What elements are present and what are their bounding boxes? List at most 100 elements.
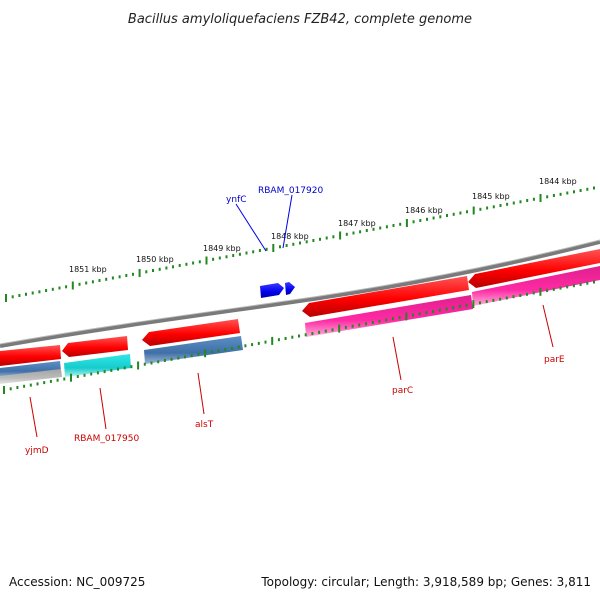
cds-parC[interactable]: [302, 276, 469, 317]
genome-backbone: [0, 240, 600, 348]
gene-yjmD-grey[interactable]: [0, 369, 62, 384]
inner-tick: [63, 377, 66, 381]
outer-tick: [499, 204, 502, 207]
inner-tick: [251, 343, 254, 347]
outer-tick: [539, 194, 542, 202]
inner-tick: [344, 325, 347, 329]
outer-tick: [272, 244, 275, 252]
gene-label-yjmD: yjmD: [25, 446, 49, 456]
gene-alsT[interactable]: [144, 336, 243, 364]
outer-tick: [579, 189, 582, 192]
outer-tick: [405, 219, 408, 227]
inner-tick: [49, 379, 52, 383]
inner-tick: [170, 357, 173, 361]
gene-RBAM_017950[interactable]: [64, 354, 131, 377]
inner-tick: [298, 334, 300, 338]
inner-tick: [385, 318, 388, 322]
inner-tick: [150, 361, 153, 365]
outer-position-ticks: [5, 186, 595, 302]
outer-tick: [365, 229, 368, 232]
outer-tick: [11, 295, 14, 299]
inner-tick: [324, 329, 327, 333]
cds-alsT[interactable]: [142, 319, 240, 346]
inner-tick: [237, 345, 240, 349]
inner-tick: [526, 292, 528, 296]
outer-tick: [38, 290, 41, 294]
gene-label-RBAM_017950: RBAM_017950: [74, 434, 139, 444]
inner-tick: [224, 348, 227, 351]
cds-parE[interactable]: [468, 249, 600, 288]
kbp-label-1846: 1846 kbp: [405, 206, 443, 215]
inner-tick: [552, 287, 555, 291]
inner-tick: [505, 296, 508, 300]
gene-parC[interactable]: [305, 295, 473, 337]
outer-tick: [285, 244, 288, 247]
outer-tick: [178, 264, 181, 267]
outer-tick: [105, 277, 108, 281]
outer-tick: [352, 231, 355, 235]
inner-tick: [358, 323, 361, 327]
inner-tick: [143, 362, 146, 366]
outer-tick: [192, 261, 195, 265]
inner-tick: [391, 317, 394, 321]
reverse-strand-genes: [0, 266, 600, 384]
inner-tick: [244, 344, 247, 348]
inner-tick: [331, 328, 334, 332]
inner-tick: [271, 336, 274, 345]
inner-tick: [472, 300, 475, 309]
outer-tick: [566, 191, 569, 195]
inner-tick: [36, 382, 39, 386]
outer-tick: [185, 262, 188, 266]
outer-tick: [552, 194, 555, 197]
map-title: Bacillus amyloliquefaciens FZB42, comple…: [128, 12, 472, 27]
inner-tick: [163, 359, 166, 362]
inner-tick: [532, 291, 535, 295]
kbp-label-1844: 1844 kbp: [539, 177, 577, 186]
outer-tick: [412, 220, 415, 224]
forward-strand-genes: ynfC RBAM_017920: [226, 186, 323, 298]
inner-tick: [445, 307, 448, 311]
inner-tick: [418, 312, 421, 316]
outer-tick: [58, 286, 61, 290]
inner-tick: [539, 287, 542, 296]
gene-ynfC[interactable]: [260, 283, 284, 298]
outer-tick: [292, 242, 295, 246]
outer-tick: [258, 249, 261, 252]
inner-tick: [512, 295, 515, 299]
outer-tick: [479, 207, 482, 211]
outer-tick: [385, 225, 388, 229]
inner-tick: [425, 311, 428, 315]
outer-tick: [492, 205, 495, 209]
inner-tick: [16, 386, 19, 389]
inner-tick: [96, 371, 99, 375]
outer-tick: [18, 294, 21, 297]
outer-tick: [118, 275, 121, 279]
inner-tick: [29, 383, 32, 387]
inner-tick: [56, 378, 59, 382]
gene-parE[interactable]: [472, 266, 600, 306]
inner-tick: [130, 365, 133, 369]
RBAM_017920-leader-line: [282, 194, 293, 249]
outer-tick: [399, 222, 402, 226]
inner-tick: [103, 370, 106, 374]
kbp-label-1851: 1851 kbp: [69, 265, 107, 274]
outer-tick: [252, 250, 255, 254]
inner-tick: [117, 367, 119, 371]
inner-tick: [593, 280, 595, 284]
outer-tick: [145, 270, 148, 274]
kbp-label-1848: 1848 kbp: [271, 232, 309, 241]
outer-tick: [172, 265, 174, 269]
outer-tick: [299, 241, 301, 245]
parE-leader-line: [542, 304, 554, 348]
outer-tick: [165, 266, 168, 270]
gene-yjmD-steel[interactable]: [0, 361, 61, 378]
cds-RBAM_017950[interactable]: [62, 336, 128, 357]
gene-RBAM_017920[interactable]: [285, 282, 295, 295]
outer-tick: [439, 215, 442, 219]
inner-tick: [210, 350, 213, 354]
outer-tick: [546, 195, 549, 199]
cds-yjmD[interactable]: [0, 345, 61, 366]
inner-tick: [197, 352, 200, 356]
kbp-label-1845: 1845 kbp: [472, 192, 510, 201]
